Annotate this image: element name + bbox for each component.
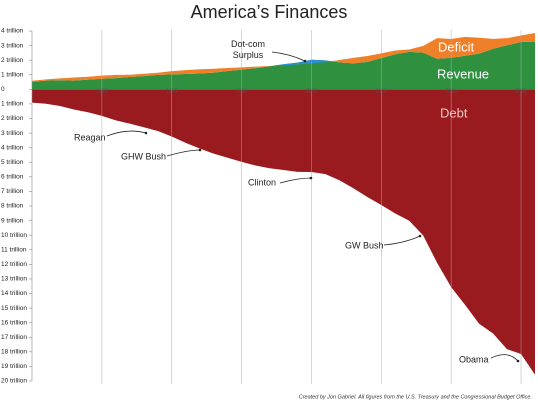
y-tick-label: 15 trillion <box>1 305 27 312</box>
y-tick-label: 12 trillion <box>1 261 27 268</box>
y-tick-label: 1 trillion <box>1 101 24 108</box>
y-tick-label: 6 trillion <box>1 174 24 181</box>
revenue-area <box>32 41 535 90</box>
y-tick-label: 9 trillion <box>1 217 24 224</box>
y-tick-label: 3 trillion <box>1 130 24 137</box>
x-tick-label: 2005 <box>376 88 387 94</box>
annotation: GHW Bush <box>121 151 166 161</box>
arrow-head <box>516 359 520 363</box>
x-tick-label: 2015 <box>515 88 526 94</box>
annotation-arrow <box>383 235 421 246</box>
x-tick-label: 2000 <box>306 88 317 94</box>
series-label: Debt <box>440 105 468 120</box>
annotation: Reagan <box>74 132 106 142</box>
annotation-arrow <box>271 51 306 62</box>
x-tick-label: 1995 <box>236 88 247 94</box>
y-tick-label: 18 trillion <box>1 349 27 356</box>
y-tick-label: 14 trillion <box>1 290 27 297</box>
y-tick-label: 2 trillion <box>1 115 24 122</box>
y-tick-label: 1 trillion <box>1 71 24 78</box>
debt-area <box>32 89 535 375</box>
footnote: Created by Jon Gabriel. All figures from… <box>299 394 532 400</box>
y-tick-label: 4 trillion <box>1 144 24 151</box>
annotation: Clinton <box>248 177 276 187</box>
annotation: Dot-com Surplus <box>231 39 265 60</box>
x-tick-label: 1990 <box>166 88 177 94</box>
arrow-head <box>198 148 202 152</box>
arrow-head <box>144 131 148 135</box>
annotation-arrow <box>106 130 147 137</box>
y-tick-label: 0 <box>1 86 5 93</box>
y-tick-label: 20 trillion <box>1 378 27 385</box>
chart-title: America’s Finances <box>191 2 348 22</box>
y-tick-label: 19 trillion <box>1 363 27 370</box>
arrow-head <box>309 176 313 180</box>
x-tick-label: 1985 <box>96 88 107 94</box>
annotation-arrow <box>166 149 201 157</box>
y-tick-label: 3 trillion <box>1 42 24 49</box>
x-tick-label: 2010 <box>446 88 457 94</box>
arrow-head <box>418 234 422 238</box>
y-tick-label: 7 trillion <box>1 188 24 195</box>
annotation-arrow <box>490 354 519 362</box>
y-tick-label: 5 trillion <box>1 159 24 166</box>
annotation: Obama <box>459 354 489 364</box>
annotation-arrow <box>279 177 312 184</box>
deficit-area <box>32 33 535 82</box>
y-tick-label: 11 trillion <box>1 246 27 253</box>
y-tick-label: 10 trillion <box>1 232 27 239</box>
arrow-head <box>303 59 307 63</box>
y-tick-label: 13 trillion <box>1 276 27 283</box>
y-tick-label: 8 trillion <box>1 203 24 210</box>
series-label: Revenue <box>437 66 489 81</box>
y-tick-label: 4 trillion <box>1 28 24 35</box>
series-label: Deficit <box>438 39 475 54</box>
y-tick-label: 17 trillion <box>1 334 27 341</box>
y-tick-label: 2 trillion <box>1 57 24 64</box>
annotation: GW Bush <box>345 240 384 250</box>
y-tick-label: 16 trillion <box>1 319 27 326</box>
